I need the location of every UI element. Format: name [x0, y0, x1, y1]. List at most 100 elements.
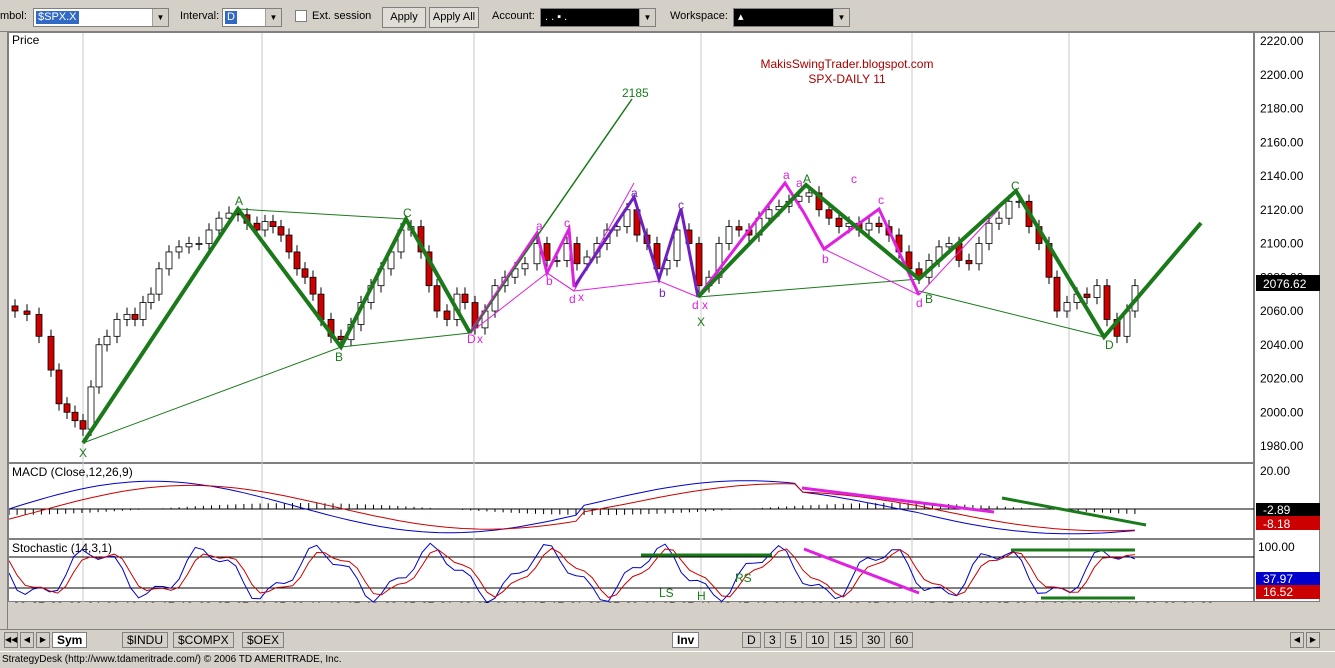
x-axis-day-label: 02 — [458, 600, 472, 603]
ext-session-checkbox[interactable] — [295, 10, 307, 22]
tab-symbol-indu[interactable]: $INDU — [122, 632, 169, 648]
next-icon[interactable]: ▶ — [1306, 632, 1320, 648]
symbol-combo[interactable]: $SPX.X ▼ — [33, 8, 169, 27]
prev-icon[interactable]: ◀ — [1290, 632, 1304, 648]
chevron-down-icon[interactable]: ▼ — [265, 9, 281, 26]
symbol-value[interactable]: $SPX.X — [36, 11, 79, 24]
x-axis-day-label: 11 — [310, 600, 323, 603]
wave-label: a — [536, 219, 543, 233]
candle-body — [725, 226, 733, 244]
stoch-divergence-magenta — [803, 547, 920, 595]
tab-interval-30[interactable]: 30 — [862, 632, 886, 648]
candle-body — [1083, 293, 1091, 298]
wave-label: b — [659, 286, 666, 300]
tab-interval-60[interactable]: 60 — [890, 632, 914, 648]
apply-all-button[interactable]: Apply All — [429, 7, 479, 28]
price-panel-title: Price — [12, 33, 40, 47]
x-axis-days: 23 27 29 02 04 06 10 12 17 19 23 25 27 03 05 09 11 13 17 19… — [13, 600, 1214, 614]
stoch-label-rs: RS — [735, 571, 752, 585]
x-axis-day-label: 27 — [32, 600, 46, 603]
account-combo[interactable]: . . ▪ . ▼ — [540, 8, 656, 27]
watermark-line1: MakisSwingTrader.blogspot.com — [761, 57, 934, 71]
target-label: 2185 — [622, 86, 649, 100]
account-value[interactable]: . . ▪ . — [545, 11, 568, 23]
x-axis-day-label: 01 — [1033, 600, 1047, 603]
x-axis-day-label: 19 — [365, 600, 379, 603]
x-axis-day-label: 25 — [996, 600, 1010, 603]
x-axis-day-label: 24 — [1182, 600, 1196, 603]
x-axis-day-label: 06 — [106, 600, 120, 603]
candle-body — [63, 403, 71, 413]
wave-label: x — [702, 298, 708, 312]
chevron-down-icon[interactable]: ▼ — [639, 9, 655, 26]
interval-value[interactable]: D — [225, 11, 237, 24]
tab-sym[interactable]: Sym — [52, 632, 88, 648]
candle-body — [521, 263, 529, 270]
interval-combo[interactable]: D ▼ — [222, 8, 282, 27]
candle-body — [215, 217, 223, 231]
x-axis-day-label: 08 — [1070, 600, 1084, 603]
price-axis-tick: 2160.00 — [1260, 135, 1304, 149]
candle-body — [1093, 285, 1101, 298]
workspace-value[interactable]: ▴ — [738, 11, 744, 23]
candle-body — [735, 226, 743, 231]
candle-body — [23, 310, 31, 315]
macd-signal-line — [8, 483, 1135, 532]
tab-symbol-oex[interactable]: $OEX — [242, 632, 285, 648]
tab-interval-15[interactable]: 15 — [834, 632, 858, 648]
tab-interval-3[interactable]: 3 — [764, 632, 781, 648]
wave-label: C — [1011, 179, 1020, 193]
bottom-tab-bar: ◀◀ ◀ ▶ Sym $INDU $COMPX $OEX Inv D 3 5 1… — [0, 629, 1335, 649]
candle-body — [945, 243, 953, 248]
macd-val2-badge — [1256, 516, 1320, 530]
candle-body — [147, 293, 155, 303]
x-axis-day-label: 12 — [143, 600, 157, 603]
candle-body — [443, 310, 451, 320]
next-icon[interactable]: ▶ — [36, 632, 50, 648]
x-axis-day-label: 21 — [570, 600, 584, 603]
x-axis-day-label: 01 — [644, 600, 658, 603]
apply-button[interactable]: Apply — [382, 7, 426, 28]
ext-session-label: Ext. session — [312, 10, 372, 22]
stoch-k-line — [8, 542, 1136, 604]
candle-body — [533, 243, 541, 265]
tab-symbol-compx[interactable]: $COMPX — [173, 632, 234, 648]
chart-area[interactable]: Price MakisSwingTrader.blogspot.com SPX-… — [8, 32, 1255, 627]
first-icon[interactable]: ◀◀ — [4, 632, 18, 648]
chevron-down-icon[interactable]: ▼ — [833, 9, 849, 26]
stoch-label-ls: LS — [659, 586, 674, 600]
axis-labels: 2220.00 2200.00 2180.00 2160.00 2140.00 2120.… — [1256, 34, 1320, 599]
chevron-down-icon[interactable]: ▼ — [152, 9, 168, 26]
tab-inv[interactable]: Inv — [672, 632, 700, 648]
candle-body — [261, 221, 269, 231]
x-axis-day-label: 27 — [421, 600, 435, 603]
candle-body — [113, 319, 121, 337]
candle-body — [165, 251, 173, 270]
x-axis-day-label: 23 — [588, 600, 602, 603]
candle-body — [269, 221, 277, 228]
wave-label: B — [335, 350, 343, 364]
price-axis-tick: 2100.00 — [1260, 237, 1304, 251]
tab-interval-5[interactable]: 5 — [785, 632, 802, 648]
prev-icon[interactable]: ◀ — [20, 632, 34, 648]
workspace-combo[interactable]: ▴ ▼ — [733, 8, 850, 27]
left-drawing-tools — [0, 32, 8, 630]
x-axis-day-label: 09 — [495, 600, 509, 603]
macd-line — [8, 480, 1135, 535]
wave-label: c — [851, 172, 857, 186]
x-axis-day-label: 17 — [161, 600, 175, 603]
x-axis-day-label: 23 — [13, 600, 27, 603]
wave-label: b — [822, 252, 829, 266]
candle-body — [195, 243, 203, 245]
x-axis-day-label: 03 — [848, 600, 862, 603]
workspace-label: Workspace: — [670, 10, 728, 22]
stoch-label-h: H — [697, 589, 706, 603]
candle-body — [131, 313, 139, 320]
price-chart[interactable]: Price MakisSwingTrader.blogspot.com SPX-… — [8, 33, 1255, 627]
last-price: 2076.62 — [1263, 277, 1307, 291]
tab-interval-10[interactable]: 10 — [806, 632, 830, 648]
tab-interval-d[interactable]: D — [742, 632, 761, 648]
candle-body — [965, 259, 973, 265]
price-axis[interactable]: 2220.00 2200.00 2180.00 2160.00 2140.00 2120.… — [1254, 32, 1320, 602]
candle-body — [573, 243, 581, 265]
